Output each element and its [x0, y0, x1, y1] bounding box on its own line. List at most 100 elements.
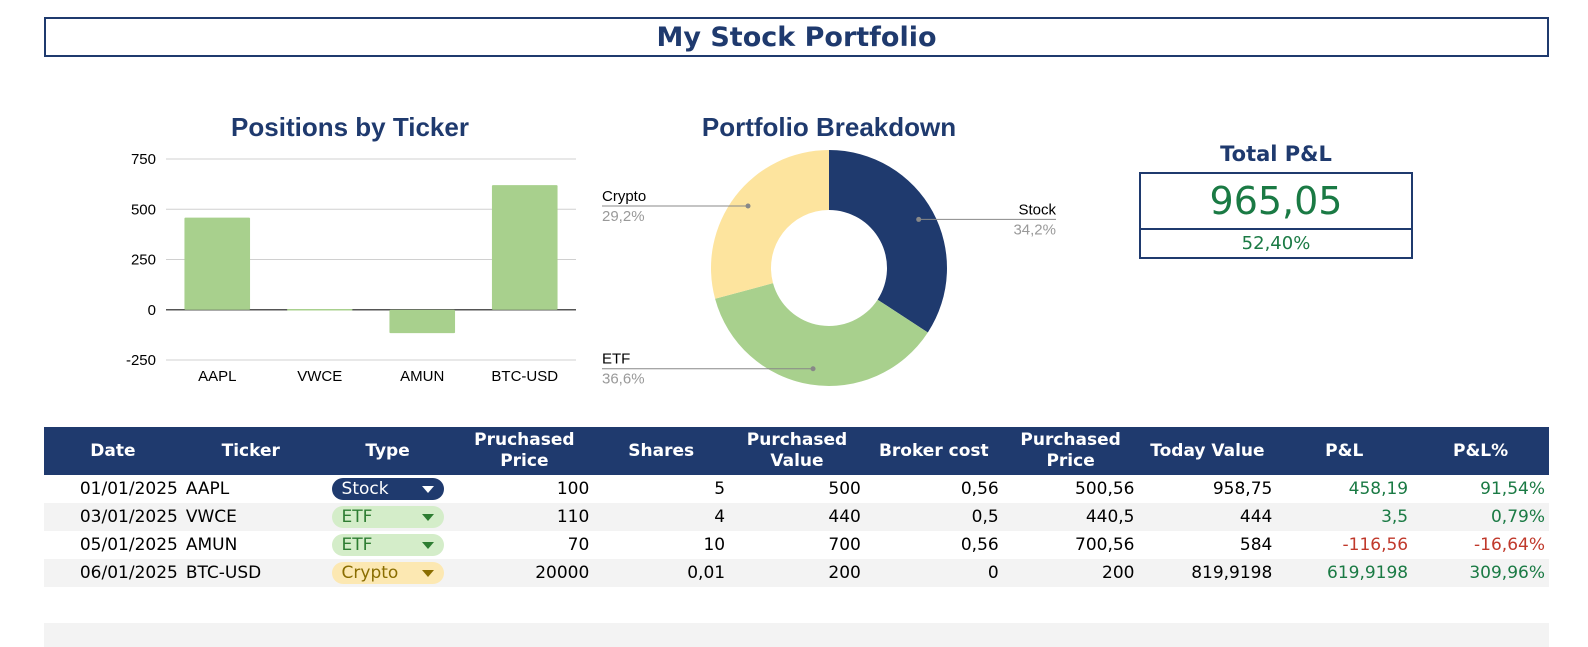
x-tick-label: AMUN	[400, 368, 444, 385]
cell-today-value[interactable]: 584	[1239, 535, 1273, 555]
total-pnl-title: Total P&L	[1220, 142, 1332, 166]
header-purchased-value: Purchased Value	[729, 427, 865, 475]
type-dropdown-label: ETF	[341, 535, 373, 555]
cell-purchased-price-total[interactable]: 440,5	[1002, 503, 1139, 531]
header-purchased-price: Pruchased Price	[455, 427, 594, 475]
table-row: 06/01/2025 BTC-USD Crypto 20000 0,01 200…	[44, 559, 1549, 587]
chevron-down-icon	[421, 541, 434, 549]
type-dropdown[interactable]: ETF	[331, 506, 444, 528]
slice-label: Crypto	[602, 188, 646, 205]
bar-btc-usd	[491, 185, 558, 310]
slice-stock	[829, 150, 947, 333]
cell-pnl[interactable]: 3,5	[1276, 503, 1413, 531]
slice-etf	[715, 283, 928, 387]
title-banner: My Stock Portfolio	[44, 17, 1549, 57]
cell-price[interactable]: 70	[567, 535, 590, 555]
bar-chart-title: Positions by Ticker	[231, 112, 469, 142]
cell-pnl[interactable]: -116,56	[1342, 535, 1409, 555]
y-tick-label: 250	[131, 252, 156, 269]
cell-date[interactable]: 06/01/2025	[44, 559, 182, 587]
type-dropdown[interactable]: ETF	[331, 534, 444, 556]
cell-today-value[interactable]: 958,75	[1212, 479, 1273, 499]
cell-price[interactable]: 100	[556, 479, 590, 499]
type-dropdown-label: Stock	[341, 479, 389, 499]
bar-amun	[389, 309, 456, 334]
page-title: My Stock Portfolio	[656, 21, 937, 53]
cell-shares[interactable]: 4	[593, 503, 730, 531]
type-dropdown-label: Crypto	[341, 563, 399, 583]
cell-type[interactable]: ETF	[319, 503, 456, 531]
cell-purchased-value[interactable]: 440	[729, 503, 865, 531]
header-pnl-percent: P&L%	[1412, 427, 1549, 475]
cell-pnl[interactable]: 458,19	[1348, 479, 1409, 499]
cell-pnl-percent[interactable]: 0,79%	[1412, 503, 1549, 531]
header-shares: Shares	[593, 427, 730, 475]
header-purchased-price-total: Purchased Price	[1002, 427, 1139, 475]
header-type: Type	[319, 427, 456, 475]
header-ticker: Ticker	[181, 427, 320, 475]
cell-broker-cost[interactable]: 0,5	[864, 503, 1003, 531]
chevron-down-icon	[421, 485, 434, 493]
cell-type[interactable]: Crypto	[319, 559, 456, 587]
y-tick-label: -250	[126, 352, 156, 369]
total-pnl-value: 965,05	[1139, 172, 1413, 229]
donut-chart-title: Portfolio Breakdown	[702, 112, 956, 142]
cell-type[interactable]: Stock	[320, 475, 456, 503]
type-dropdown[interactable]: Stock	[331, 478, 444, 500]
header-pnl: P&L	[1276, 427, 1413, 475]
leader-dot	[745, 203, 751, 209]
cell-ticker[interactable]: BTC-USD	[181, 559, 320, 587]
slice-crypto	[711, 150, 829, 299]
slice-label: ETF	[602, 351, 630, 368]
cell-broker-cost[interactable]: 0	[864, 559, 1003, 587]
cell-date[interactable]: 05/01/2025	[79, 535, 178, 555]
cell-pnl-percent[interactable]: 309,96%	[1412, 559, 1549, 587]
cell-pnl-percent[interactable]: -16,64%	[1474, 535, 1545, 555]
cell-purchased-price-total[interactable]: 200	[1002, 559, 1139, 587]
holdings-table: Date Ticker Type Pruchased Price Shares …	[44, 427, 1549, 587]
header-date: Date	[44, 427, 182, 475]
cell-purchased-price-total[interactable]: 700,56	[1075, 535, 1135, 555]
y-tick-label: 500	[131, 201, 156, 218]
x-tick-label: VWCE	[297, 368, 342, 385]
cell-purchased-price-total[interactable]: 500,56	[1075, 479, 1135, 499]
slice-percent: 34,2%	[1013, 221, 1056, 238]
cell-date[interactable]: 01/01/2025	[79, 479, 178, 499]
empty-row-band	[44, 623, 1549, 647]
x-tick-label: AAPL	[198, 368, 236, 385]
cell-pnl[interactable]: 619,9198	[1276, 559, 1413, 587]
cell-purchased-value[interactable]: 700	[828, 535, 861, 555]
slice-percent: 29,2%	[602, 208, 645, 225]
cell-date[interactable]: 03/01/2025	[44, 503, 182, 531]
cell-price[interactable]: 110	[455, 503, 594, 531]
table-row: 05/01/2025 AMUN ETF 70 10 700 0,56 700,5…	[44, 531, 1549, 559]
cell-purchased-value[interactable]: 200	[729, 559, 865, 587]
y-tick-label: 750	[131, 151, 156, 168]
slice-label: Stock	[1018, 201, 1056, 218]
cell-ticker[interactable]: AMUN	[185, 535, 238, 555]
cell-ticker[interactable]: AAPL	[185, 479, 230, 499]
cell-shares[interactable]: 5	[714, 479, 726, 499]
header-broker-cost: Broker cost	[864, 427, 1003, 475]
bar-aapl	[184, 217, 251, 310]
table-header-row: Date Ticker Type Pruchased Price Shares …	[44, 427, 1549, 475]
bar-vwce	[286, 309, 353, 311]
cell-today-value[interactable]: 819,9198	[1138, 559, 1277, 587]
total-pnl-percent: 52,40%	[1139, 229, 1413, 259]
chevron-down-icon	[421, 513, 434, 521]
cell-shares[interactable]: 10	[703, 535, 726, 555]
y-tick-label: 0	[148, 302, 156, 319]
cell-broker-cost[interactable]: 0,56	[960, 479, 999, 499]
portfolio-donut-chart: Portfolio Breakdown Stock 34,2% ETF 36,6% Cr…	[602, 112, 1056, 388]
chevron-down-icon	[421, 569, 434, 577]
cell-shares[interactable]: 0,01	[593, 559, 730, 587]
cell-ticker[interactable]: VWCE	[181, 503, 320, 531]
cell-purchased-value[interactable]: 500	[828, 479, 861, 499]
cell-type[interactable]: ETF	[320, 531, 456, 559]
type-dropdown[interactable]: Crypto	[331, 562, 444, 584]
cell-price[interactable]: 20000	[455, 559, 594, 587]
cell-pnl-percent[interactable]: 91,54%	[1480, 479, 1545, 499]
cell-broker-cost[interactable]: 0,56	[960, 535, 999, 555]
cell-today-value[interactable]: 444	[1138, 503, 1277, 531]
x-tick-label: BTC-USD	[491, 368, 558, 385]
